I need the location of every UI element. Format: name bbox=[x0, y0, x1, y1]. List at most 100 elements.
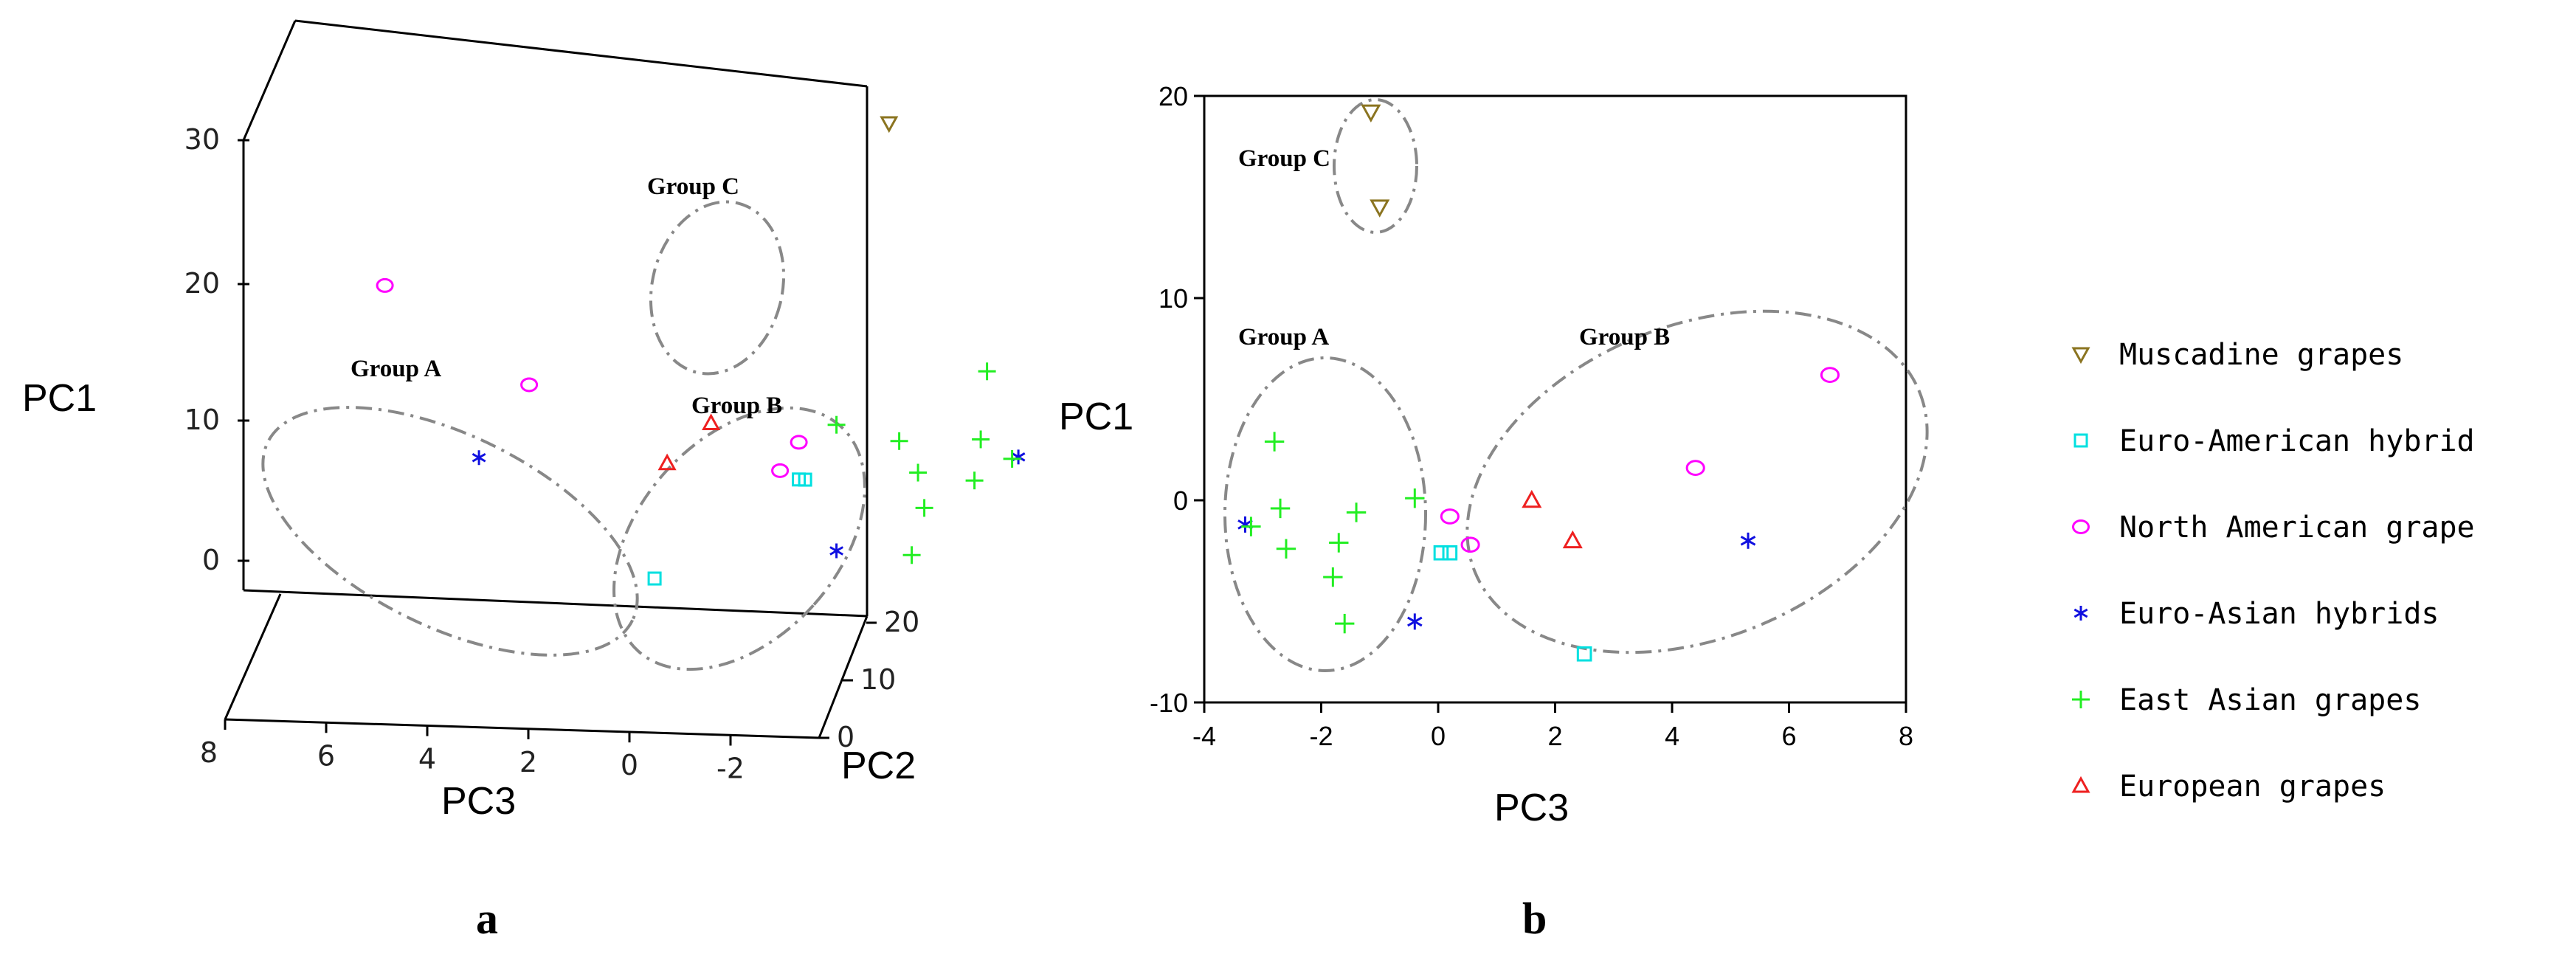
panel-a-point-north-american-grape bbox=[771, 463, 790, 478]
legend-label-european-grapes: European grapes bbox=[2119, 770, 2386, 804]
panel-b-y-tick-label: -10 bbox=[1150, 688, 1188, 718]
panel-b-x-tick-label: 6 bbox=[1781, 721, 1796, 751]
panel-b-point-east-asian-grapes bbox=[1264, 432, 1285, 452]
panel-b-point-east-asian-grapes bbox=[1241, 516, 1261, 536]
panel-a-point-euro-asian-hybrids bbox=[472, 450, 486, 466]
legend-label-muscadine-grapes: Muscadine grapes bbox=[2119, 338, 2403, 372]
panel-b-point-north-american-grape bbox=[1685, 460, 1705, 477]
panel-a-point-north-american-grape bbox=[520, 377, 539, 393]
legend-label-north-american-grape: North American grape bbox=[2119, 511, 2475, 545]
legend-label-euro-asian-hybrids: Euro-Asian hybrids bbox=[2119, 597, 2439, 631]
panel-b-group-b-label: Group B bbox=[1579, 324, 1670, 350]
panel-a-point-north-american-grape bbox=[790, 435, 808, 450]
panel-b-x-tick-label: -2 bbox=[1309, 721, 1333, 751]
panel-a-group-c-ellipse bbox=[649, 200, 786, 376]
panel-a-x-ticks: 8 6 4 2 0 -2 bbox=[200, 719, 745, 785]
panel-a-label: a bbox=[476, 894, 498, 943]
panel-b-point-east-asian-grapes bbox=[1405, 488, 1425, 508]
panel-b-point-euro-american-hybrid bbox=[1442, 545, 1458, 561]
panel-b-point-muscadine-grapes bbox=[1361, 104, 1381, 123]
legend-marker-euro-american-hybrid bbox=[2073, 433, 2088, 448]
panel-a-group-a-ellipse bbox=[261, 406, 639, 657]
panel-a-point-east-asian-grapes bbox=[909, 463, 928, 482]
panel-a-z-tick-label: 10 bbox=[184, 404, 220, 436]
panel-a-group-b-label: Group B bbox=[691, 393, 782, 419]
panel-a-group-c-label: Group C bbox=[647, 173, 739, 200]
panel-b-x-axis-title: PC3 bbox=[1494, 787, 1569, 829]
legend-marker-european-grapes bbox=[2071, 775, 2090, 793]
panel-a-point-euro-american-hybrid bbox=[798, 472, 812, 487]
panel-b-plot-frame bbox=[1203, 94, 1907, 704]
panel-b-x-tick-label: 2 bbox=[1547, 721, 1562, 751]
panel-a-point-euro-american-hybrid bbox=[647, 571, 662, 586]
panel-a-point-east-asian-grapes bbox=[978, 362, 996, 381]
panel-b-point-east-asian-grapes bbox=[1323, 567, 1343, 587]
panel-a-z-tick-label: 0 bbox=[202, 544, 220, 576]
panel-a-point-east-asian-grapes bbox=[1003, 449, 1021, 468]
panel-b-point-east-asian-grapes bbox=[1270, 498, 1291, 519]
panel-b-point-muscadine-grapes bbox=[1370, 199, 1390, 218]
panel-a-point-east-asian-grapes bbox=[965, 471, 984, 490]
panel-a-y-tick-label: 0 bbox=[837, 721, 854, 753]
panel-a-group-b-ellipse bbox=[612, 406, 866, 671]
panel-b-point-euro-american-hybrid bbox=[1576, 646, 1592, 662]
panel-a-markers bbox=[376, 116, 1026, 586]
legend-marker-muscadine-grapes bbox=[2071, 347, 2090, 365]
panel-a-group-outlines bbox=[261, 200, 866, 671]
panel-b-group-b-ellipse bbox=[1465, 309, 1929, 654]
panel-b-point-east-asian-grapes bbox=[1276, 539, 1296, 559]
panel-a-y-axis-title: PC2 bbox=[841, 744, 916, 787]
panel-b-point-european-grapes bbox=[1522, 489, 1542, 508]
panel-b-group-outlines bbox=[1223, 98, 1929, 672]
panel-b-point-euro-american-hybrid bbox=[1433, 545, 1449, 561]
panel-b-point-euro-asian-hybrids bbox=[1740, 532, 1756, 549]
legend-marker-north-american-grape bbox=[2072, 519, 2090, 534]
panel-a-point-european-grapes bbox=[657, 453, 677, 471]
panel-a-point-euro-asian-hybrids bbox=[1011, 449, 1026, 465]
panel-b-label: b bbox=[1522, 894, 1547, 943]
panel-a-z-tick-label: 30 bbox=[184, 123, 220, 156]
panel-a-x-tick-label: 0 bbox=[621, 749, 638, 781]
panel-a-y-tick-label: 20 bbox=[884, 606, 919, 638]
panel-a-x-axis-title: PC3 bbox=[441, 780, 516, 823]
panel-a-z-axis-title: PC1 bbox=[22, 377, 97, 420]
panel-b-x-tick-label: 0 bbox=[1431, 721, 1446, 751]
panel-a-point-east-asian-grapes bbox=[827, 415, 846, 434]
panel-b-group-c-label: Group C bbox=[1238, 145, 1330, 172]
panel-b-point-north-american-grape bbox=[1820, 367, 1840, 383]
panel-a-x-tick-label: 8 bbox=[200, 736, 218, 769]
panel-a-point-muscadine-grapes bbox=[880, 116, 899, 134]
panel-a-box bbox=[224, 19, 869, 739]
panel-a-group-a-label: Group A bbox=[351, 356, 441, 382]
legend: Muscadine grapes Euro-American hybrid Nort… bbox=[2071, 338, 2475, 804]
panel-a-x-tick-label: 4 bbox=[418, 743, 436, 775]
panel-b-x-tick-label: 8 bbox=[1899, 721, 1913, 751]
panel-a-point-east-asian-grapes bbox=[972, 430, 990, 449]
panel-b-x-tick-label: -4 bbox=[1192, 721, 1216, 751]
panel-b-point-north-american-grape bbox=[1440, 508, 1460, 525]
panel-b-point-east-asian-grapes bbox=[1335, 613, 1355, 634]
panel-a-point-east-asian-grapes bbox=[915, 499, 933, 517]
legend-label-euro-american-hybrid: Euro-American hybrid bbox=[2119, 424, 2475, 458]
legend-marker-east-asian-grapes bbox=[2072, 691, 2090, 708]
panel-b-point-euro-asian-hybrids bbox=[1407, 613, 1423, 630]
panel-b-x-tick-label: 4 bbox=[1665, 721, 1679, 751]
panel-a-point-euro-asian-hybrids bbox=[829, 543, 844, 559]
panel-b-markers bbox=[1237, 104, 1840, 662]
panel-a-y-ticks: 010 20 bbox=[819, 606, 919, 753]
panel-b-point-north-american-grape bbox=[1460, 536, 1480, 553]
panel-a-point-east-asian-grapes bbox=[902, 546, 921, 564]
panel-b-group-a-label: Group A bbox=[1238, 324, 1329, 350]
panel-a-z-ticks: 0 10 20 30 bbox=[184, 123, 249, 576]
panel-b-group-c-ellipse bbox=[1333, 98, 1418, 234]
panel-b-point-east-asian-grapes bbox=[1329, 533, 1349, 553]
panel-b-y-tick-label: 20 bbox=[1158, 81, 1188, 111]
panel-b-y-axis-title: PC1 bbox=[1059, 395, 1133, 438]
legend-marker-euro-asian-hybrids bbox=[2073, 606, 2088, 621]
panel-a-point-north-american-grape bbox=[376, 277, 394, 293]
panel-a-x-tick-label: -2 bbox=[716, 753, 745, 785]
panel-b-point-east-asian-grapes bbox=[1346, 502, 1367, 522]
panel-a-x-tick-label: 6 bbox=[317, 739, 335, 772]
